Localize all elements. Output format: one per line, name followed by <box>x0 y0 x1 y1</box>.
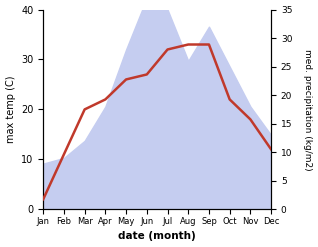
Y-axis label: med. precipitation (kg/m2): med. precipitation (kg/m2) <box>303 49 313 170</box>
X-axis label: date (month): date (month) <box>118 231 196 242</box>
Y-axis label: max temp (C): max temp (C) <box>5 76 16 143</box>
